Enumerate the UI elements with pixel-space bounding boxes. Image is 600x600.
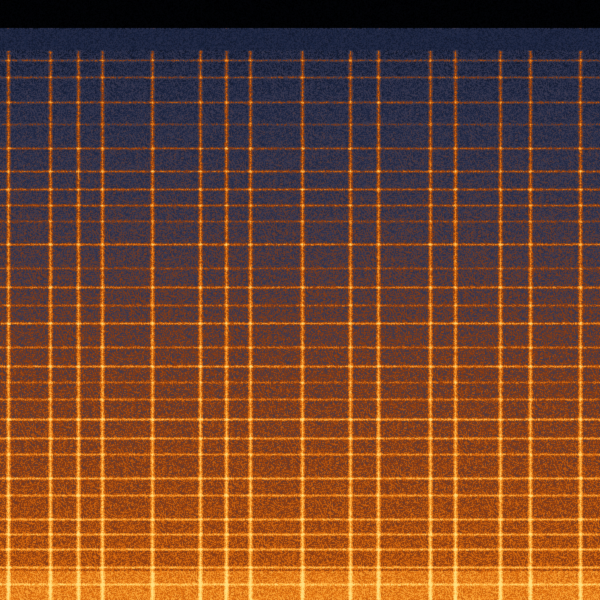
- spectrogram-view: [0, 0, 600, 600]
- spectrogram-canvas: [0, 0, 600, 600]
